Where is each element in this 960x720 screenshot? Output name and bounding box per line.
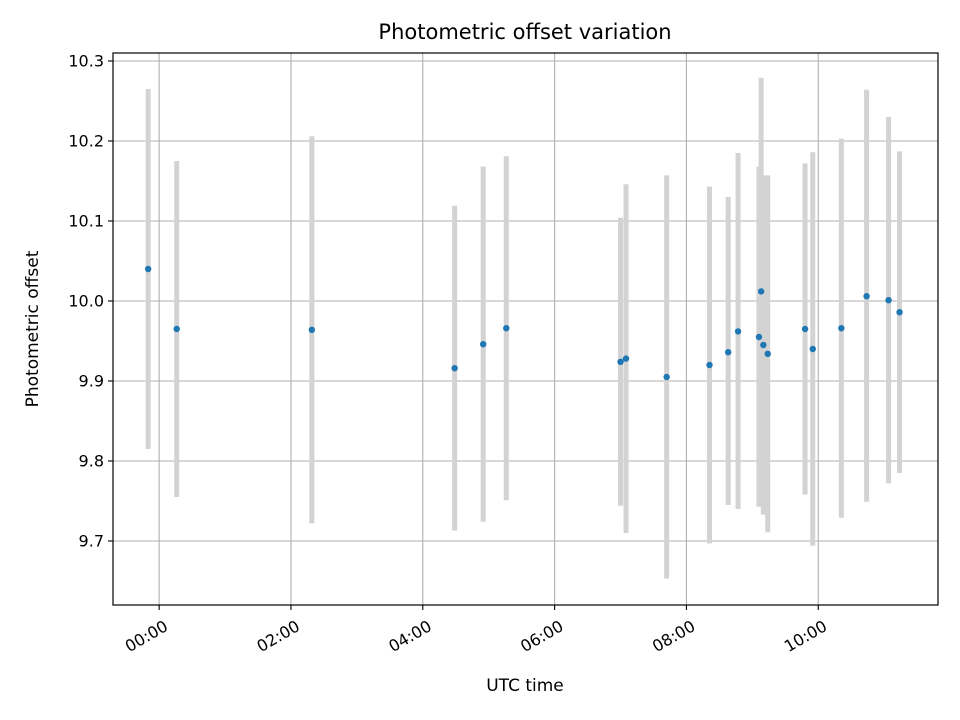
y-tick-label: 9.7 <box>79 532 104 551</box>
data-point <box>173 325 180 333</box>
data-point <box>764 350 771 357</box>
data-point <box>308 326 316 333</box>
chart-title: Photometric offset variation <box>378 20 671 44</box>
data-point <box>617 358 624 365</box>
x-axis-label: UTC time <box>486 676 564 696</box>
data-point <box>801 325 809 333</box>
data-point <box>755 333 763 341</box>
grid <box>113 53 938 605</box>
y-axis-ticks: 9.7 9.8 9.9 10.0 10.1 10.2 10.3 <box>68 52 113 551</box>
data-point <box>896 309 903 316</box>
y-axis-label: Photometric offset <box>23 250 43 407</box>
data-point <box>663 373 670 381</box>
data-point <box>622 355 630 362</box>
data-point <box>885 297 892 304</box>
data-point <box>451 365 458 372</box>
y-tick-label: 10.3 <box>68 52 104 71</box>
data-point <box>144 265 152 273</box>
plot-frame <box>112 52 939 606</box>
data-point <box>838 325 845 332</box>
data-point <box>480 341 487 348</box>
data-point <box>724 349 732 356</box>
y-tick-label: 9.9 <box>79 372 104 391</box>
data-point <box>809 345 816 353</box>
y-tick-label: 10.2 <box>68 132 104 151</box>
data-points <box>144 265 903 381</box>
y-tick-label: 9.8 <box>79 452 104 471</box>
data-point <box>757 288 765 295</box>
data-point <box>706 361 713 369</box>
y-tick-label: 10.0 <box>68 292 104 311</box>
data-point <box>760 341 767 349</box>
data-point <box>734 328 742 335</box>
data-point <box>503 325 510 332</box>
data-point <box>863 293 870 300</box>
y-tick-label: 10.1 <box>68 212 104 231</box>
